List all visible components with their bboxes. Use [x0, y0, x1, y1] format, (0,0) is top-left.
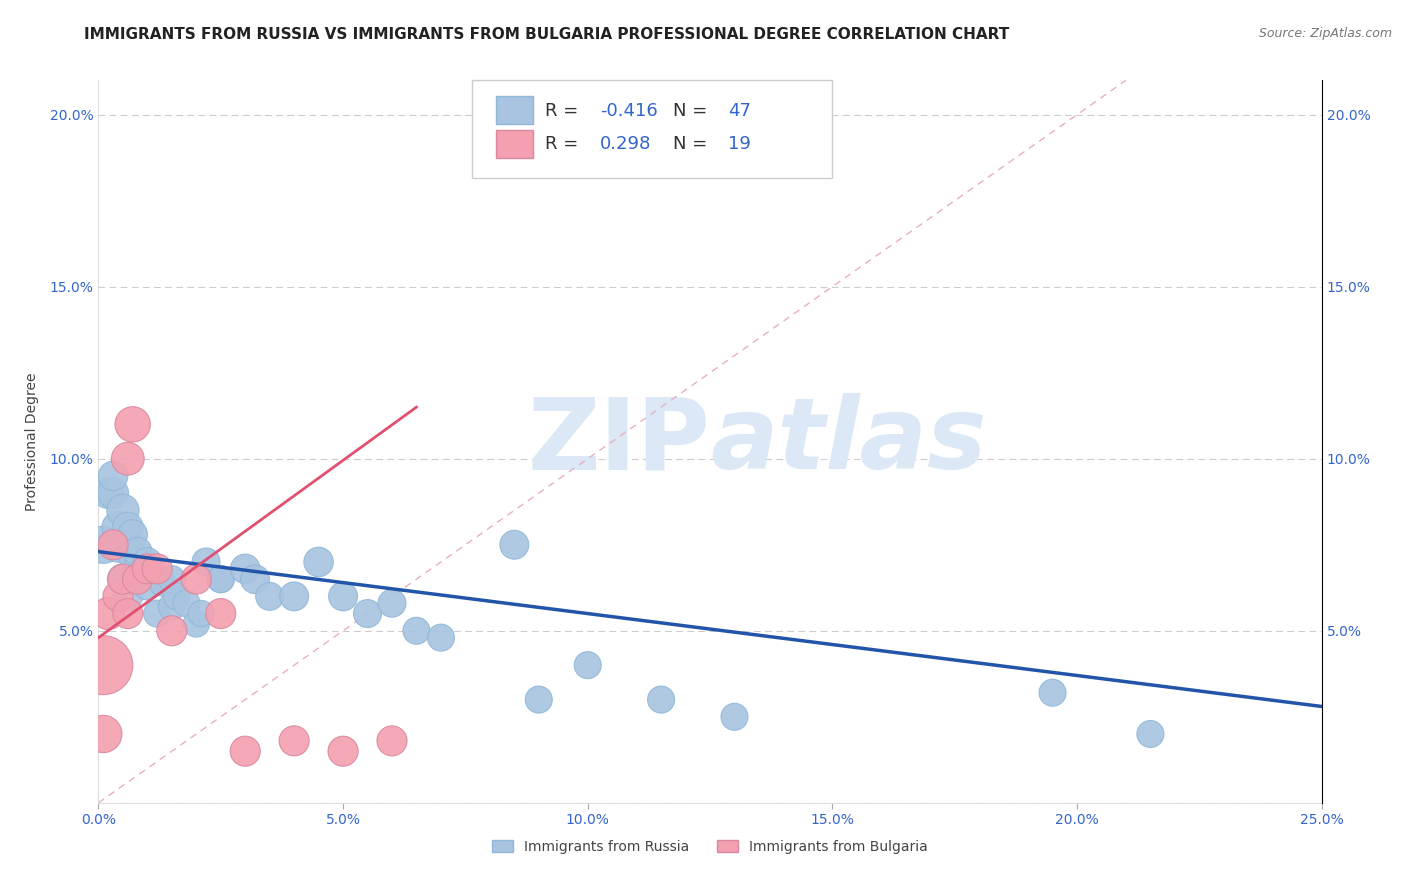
Text: N =: N =: [673, 102, 713, 120]
Point: [209, 572, 232, 586]
Point: [146, 607, 169, 621]
Text: 47: 47: [728, 102, 751, 120]
Point: [176, 596, 198, 610]
Point: [723, 710, 745, 724]
Point: [259, 590, 281, 604]
Point: [107, 520, 129, 534]
Point: [405, 624, 427, 638]
Y-axis label: Professional Degree: Professional Degree: [24, 372, 38, 511]
Point: [117, 520, 139, 534]
Point: [381, 734, 404, 748]
Point: [160, 624, 183, 638]
Point: [209, 572, 232, 586]
Point: [91, 658, 114, 673]
Point: [121, 548, 143, 562]
Point: [127, 544, 149, 558]
Point: [91, 538, 114, 552]
Point: [107, 538, 129, 552]
Point: [356, 607, 378, 621]
Point: [430, 631, 453, 645]
FancyBboxPatch shape: [471, 80, 832, 178]
Point: [233, 744, 256, 758]
Text: R =: R =: [546, 135, 583, 153]
Point: [111, 538, 134, 552]
Point: [127, 562, 149, 576]
Point: [283, 590, 305, 604]
Point: [97, 486, 120, 500]
Point: [121, 417, 143, 432]
Point: [146, 562, 169, 576]
Point: [332, 744, 354, 758]
Point: [97, 607, 120, 621]
Point: [150, 575, 173, 590]
FancyBboxPatch shape: [496, 96, 533, 124]
Point: [136, 579, 159, 593]
Point: [131, 568, 153, 582]
Point: [308, 555, 330, 569]
Point: [117, 590, 139, 604]
Point: [101, 486, 124, 500]
Point: [1042, 686, 1064, 700]
Point: [166, 590, 188, 604]
Point: [233, 562, 256, 576]
Text: Source: ZipAtlas.com: Source: ZipAtlas.com: [1258, 27, 1392, 40]
Point: [160, 599, 183, 614]
Text: ZIP: ZIP: [527, 393, 710, 490]
Point: [141, 562, 163, 576]
Text: IMMIGRANTS FROM RUSSIA VS IMMIGRANTS FROM BULGARIA PROFESSIONAL DEGREE CORRELATI: IMMIGRANTS FROM RUSSIA VS IMMIGRANTS FRO…: [84, 27, 1010, 42]
Point: [136, 555, 159, 569]
Point: [121, 527, 143, 541]
Point: [111, 572, 134, 586]
Point: [111, 572, 134, 586]
Text: 19: 19: [728, 135, 751, 153]
Point: [283, 734, 305, 748]
Point: [127, 572, 149, 586]
Point: [576, 658, 599, 673]
Point: [527, 692, 550, 706]
Text: N =: N =: [673, 135, 713, 153]
Point: [503, 538, 526, 552]
Point: [117, 607, 139, 621]
Text: 0.298: 0.298: [600, 135, 651, 153]
Point: [111, 503, 134, 517]
Point: [209, 607, 232, 621]
Legend: Immigrants from Russia, Immigrants from Bulgaria: Immigrants from Russia, Immigrants from …: [485, 833, 935, 861]
Point: [1139, 727, 1161, 741]
Point: [243, 572, 266, 586]
Point: [160, 572, 183, 586]
Point: [195, 555, 218, 569]
Text: atlas: atlas: [710, 393, 987, 490]
Point: [381, 596, 404, 610]
Text: -0.416: -0.416: [600, 102, 658, 120]
Point: [650, 692, 672, 706]
Point: [190, 607, 212, 621]
Point: [117, 451, 139, 466]
Point: [101, 538, 124, 552]
Point: [107, 590, 129, 604]
Point: [186, 572, 208, 586]
FancyBboxPatch shape: [496, 130, 533, 158]
Text: R =: R =: [546, 102, 583, 120]
Point: [91, 727, 114, 741]
Point: [101, 469, 124, 483]
Point: [186, 616, 208, 631]
Point: [332, 590, 354, 604]
Point: [136, 562, 159, 576]
